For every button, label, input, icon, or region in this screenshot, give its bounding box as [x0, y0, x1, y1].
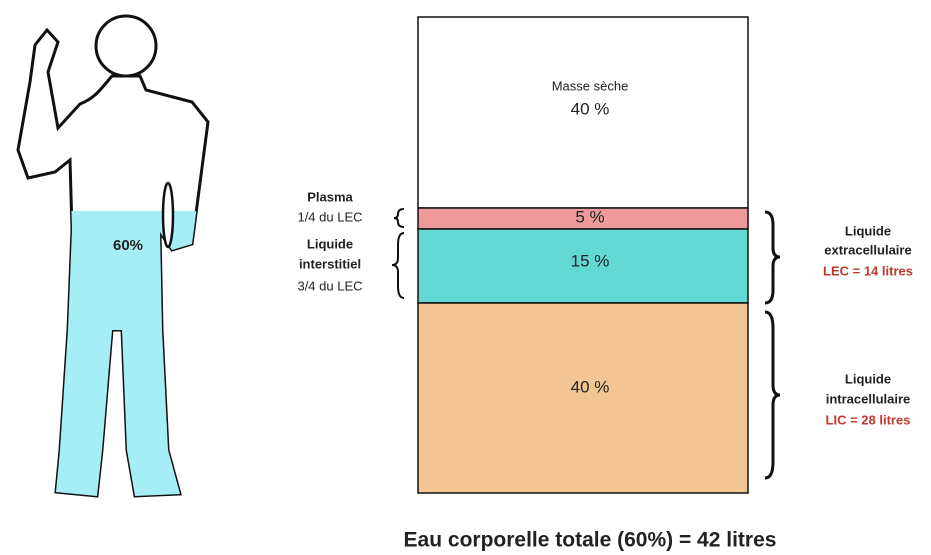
braces	[391, 208, 781, 480]
segment-label: 5 %	[575, 207, 604, 226]
segment-label: 40 %	[571, 377, 610, 396]
right-label: intracellulaire	[826, 391, 911, 406]
stacked-bar	[417, 16, 749, 494]
segment-label: 40 %	[571, 99, 610, 118]
footer: Eau corporelle totale (60%) = 42 litres	[404, 529, 777, 552]
left-label-title: Liquide	[307, 236, 353, 251]
right-label-volume: LEC = 14 litres	[823, 263, 913, 278]
right-label: Liquide	[845, 223, 891, 238]
segment-label: 15 %	[571, 251, 610, 270]
left-label-title: interstitiel	[299, 256, 361, 271]
left-label-note: 3/4 du LEC	[297, 278, 362, 293]
left-label-title: Plasma	[307, 189, 353, 204]
right-label: Liquide	[845, 371, 891, 386]
segment-name: Masse sèche	[552, 78, 629, 93]
human-figure: 60%	[16, 14, 210, 498]
left-label-note: 1/4 du LEC	[297, 209, 362, 224]
figure-label: 60%	[113, 237, 143, 254]
right-label-volume: LIC = 28 litres	[826, 412, 911, 427]
segment-intracellular	[417, 302, 749, 494]
segment-interstitial	[417, 228, 749, 304]
segment-dry-mass	[417, 16, 749, 209]
right-label: extracellulaire	[824, 242, 911, 257]
